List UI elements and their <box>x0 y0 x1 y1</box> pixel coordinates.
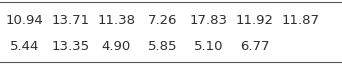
Text: 7.26: 7.26 <box>148 14 177 27</box>
Text: 4.90: 4.90 <box>102 40 131 53</box>
Text: 5.10: 5.10 <box>194 40 223 53</box>
Text: 5.44: 5.44 <box>10 40 39 53</box>
Text: 17.83: 17.83 <box>190 14 228 27</box>
Text: 11.87: 11.87 <box>282 14 320 27</box>
Text: 13.35: 13.35 <box>51 40 89 53</box>
Text: 11.92: 11.92 <box>236 14 274 27</box>
Text: 6.77: 6.77 <box>240 40 269 53</box>
Text: 11.38: 11.38 <box>97 14 135 27</box>
Text: 10.94: 10.94 <box>5 14 43 27</box>
Text: 5.85: 5.85 <box>148 40 177 53</box>
Text: 13.71: 13.71 <box>51 14 89 27</box>
